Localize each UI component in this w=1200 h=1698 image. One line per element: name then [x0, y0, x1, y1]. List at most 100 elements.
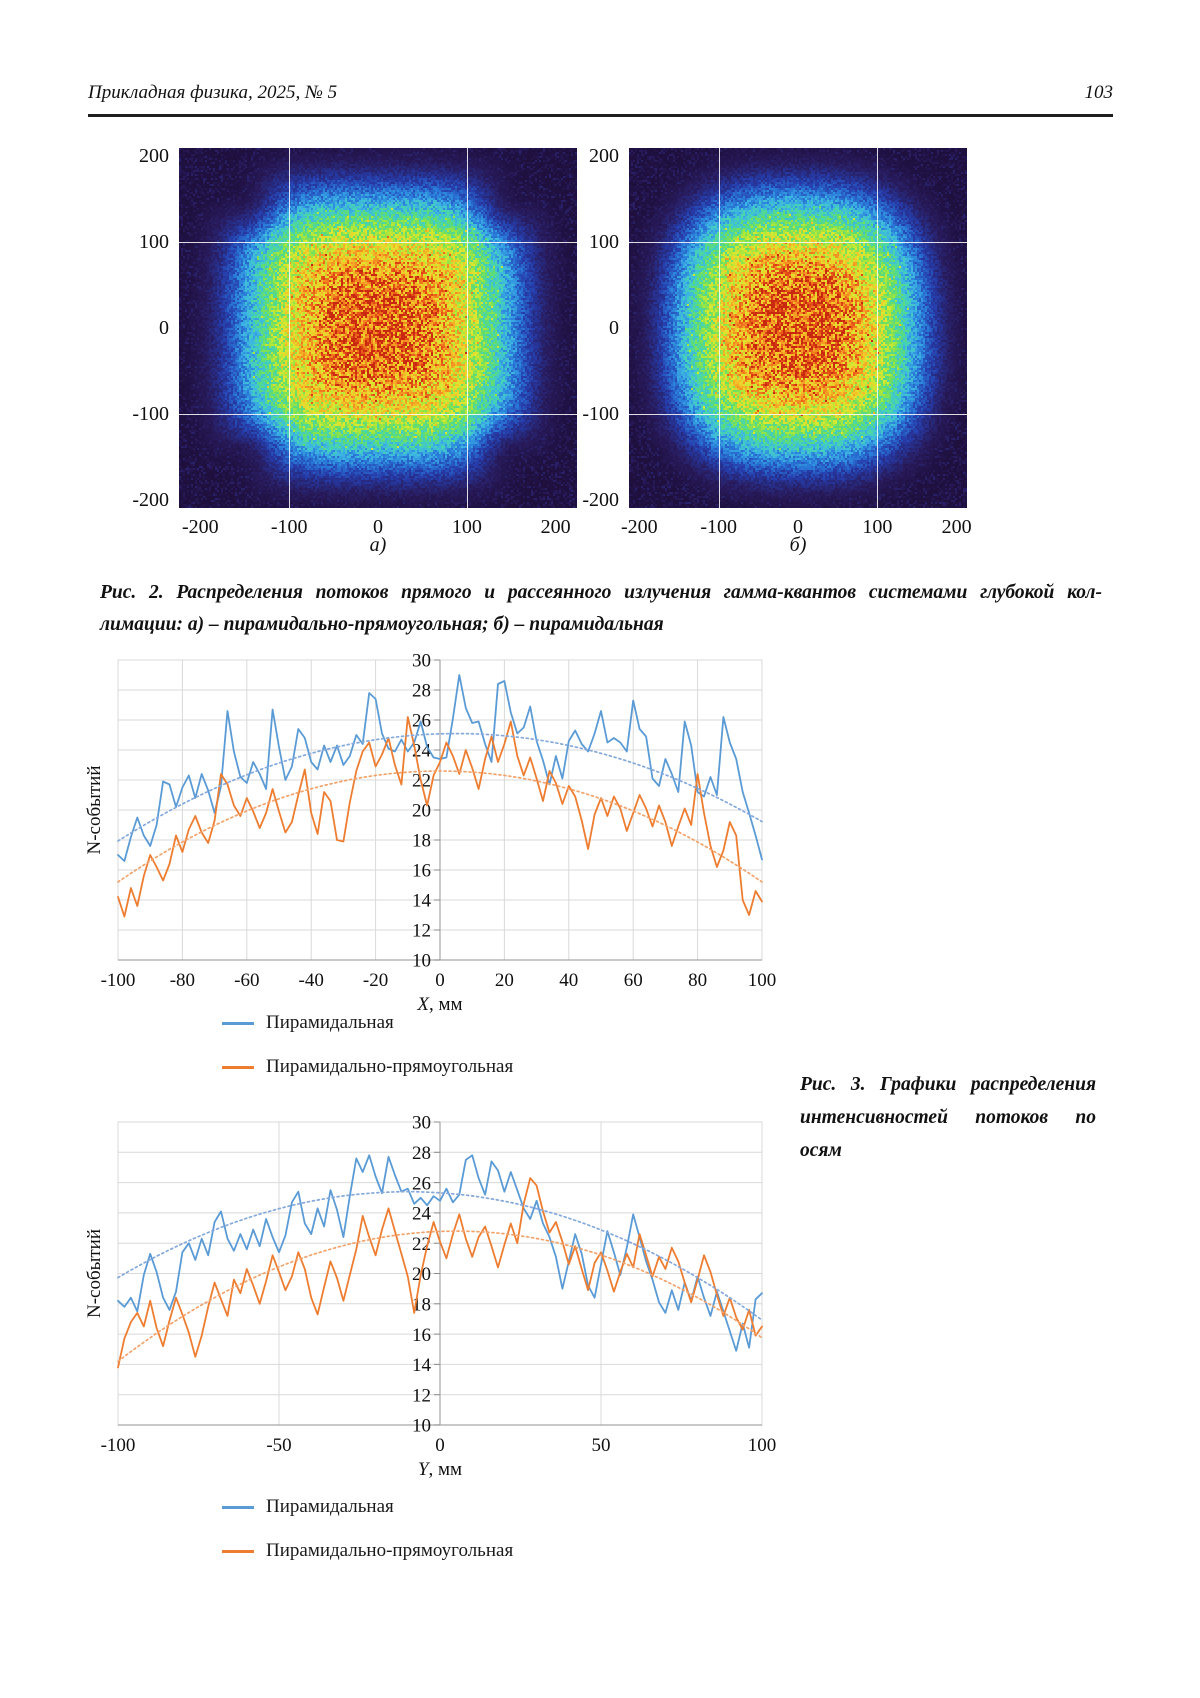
- profile-y-y-tick-label: 26: [412, 1173, 431, 1194]
- profile-x-y-tick-label: 28: [412, 681, 431, 702]
- heatmap-a-x-tick-label: 100: [451, 516, 482, 538]
- profile-y-chart: 30 28 26 24 22 20 18 16 14 12 10 -100 -50 0 50 100 Y, мм…: [84, 1113, 776, 1480]
- profile-x-plot-border: [117, 659, 763, 961]
- profile-x-x-tick-label: 60: [624, 970, 643, 991]
- heatmap-a-y-tick-label: -100: [132, 403, 169, 426]
- figure-3-caption-line-1: Рис. 3. Графики распределения: [800, 1074, 1096, 1095]
- legend-line-swatch: [222, 1021, 254, 1025]
- profile-y-legend-item: Пирамидальная: [222, 1496, 394, 1518]
- profile-x-x-tick-label: -100: [101, 970, 136, 991]
- page-number: 103: [1084, 82, 1114, 103]
- heatmap-b-x-tick-label: 100: [862, 516, 893, 538]
- heatmap-b-y-tick-label: 0: [609, 317, 619, 339]
- heatmap-b-x-tick-label: 0: [793, 516, 803, 538]
- profile-x-legend-item: Пирамидальная: [222, 1012, 394, 1034]
- heatmap-a-x-tick-label: 0: [373, 516, 383, 538]
- profile-x-x-tick-label: -20: [363, 970, 388, 991]
- profile-y-x-axis-title: Y, мм: [418, 1459, 462, 1480]
- profile-x-x-tick-label: 0: [435, 970, 445, 991]
- profile-x-x-tick-label: 40: [559, 970, 578, 991]
- legend-label: Пирамидально-прямоугольная: [266, 1056, 514, 1077]
- profile-x-x-tick-label: -40: [299, 970, 324, 991]
- figure-2-caption: Рис. 2. Распределения потоков прямого и …: [100, 577, 1102, 641]
- profile-x-y-tick-label: 14: [412, 891, 432, 912]
- figure-3-caption-line-3: осям: [800, 1140, 842, 1161]
- heatmap-a-image: [179, 148, 577, 508]
- profile-x-series-trend: [117, 732, 763, 842]
- profile-x-y-tick-label: 22: [412, 771, 431, 792]
- profile-y-x-tick-label: -50: [266, 1435, 291, 1456]
- profile-y-legend-item: Пирамидально-прямоугольная: [222, 1540, 513, 1562]
- profile-x-x-tick-label: -60: [234, 970, 259, 991]
- heatmap-a-panel-label: а): [369, 534, 387, 556]
- heatmap-b-x-tick-label: 200: [941, 516, 972, 538]
- heatmap-b-image: [629, 148, 967, 508]
- figure-3-caption-line-2: интенсивностей потоков по: [800, 1107, 1096, 1128]
- heatmap-a-x-tick-label: 200: [540, 516, 571, 538]
- profile-x-chart: 30 28 26 24 22 20 18 16 14 12 10 -100 -80 -60 -40 -20 0 2…: [84, 651, 776, 1015]
- figure-2-caption-line-2: лимации: а) – пирамидально-прямоугольная…: [100, 614, 664, 635]
- profile-x-y-tick-label: 30: [412, 651, 431, 672]
- profile-y-x-tick-label: -100: [101, 1435, 136, 1456]
- header-rule: [88, 114, 1113, 117]
- profile-y-y-tick-label: 18: [412, 1294, 431, 1315]
- heatmap-b-gridline-v: [877, 148, 879, 508]
- heatmap-b-y-tick-label: -100: [582, 403, 619, 426]
- profile-x-y-axis-title: N-событий: [84, 765, 105, 854]
- profile-y-y-tick-label: 22: [412, 1234, 431, 1255]
- profile-y-series-line: [117, 1154, 763, 1352]
- profile-x-series-trend: [117, 770, 763, 883]
- profile-y-series-trend: [117, 1190, 763, 1321]
- journal-title: Прикладная физика, 2025, № 5: [88, 82, 338, 103]
- profile-x-y-tick-label: 10: [412, 951, 431, 972]
- heatmap-a-y-tick-label: 100: [139, 230, 169, 253]
- heatmap-b-x-tick-label: -100: [700, 516, 737, 538]
- profile-x-y-tick-label: 12: [412, 921, 431, 942]
- heatmap-a-gridline-h: [179, 414, 577, 416]
- profile-y-y-tick-label: 24: [412, 1204, 432, 1225]
- figure-3-caption: Рис. 3. Графики распределения интенсивно…: [800, 1068, 1096, 1167]
- profile-x-legend-item: Пирамидально-прямоугольная: [222, 1056, 513, 1078]
- heatmap-a-x-tick-label: -100: [270, 516, 308, 538]
- profile-y-y-tick-label: 28: [412, 1143, 431, 1164]
- profile-x-y-tick-label: 18: [412, 831, 431, 852]
- heatmap-a-y-tick-label: 200: [139, 144, 169, 167]
- heatmap-a-gridline-h: [179, 241, 577, 243]
- profile-x-x-tick-label: 100: [748, 970, 777, 991]
- profile-x-series-line: [117, 716, 763, 918]
- heatmap-b-gridline-h: [629, 414, 967, 416]
- heatmap-a-gridline-v: [466, 148, 468, 508]
- heatmap-a-y-tick-label: -200: [132, 489, 169, 512]
- profile-x-y-tick-label: 20: [412, 801, 431, 822]
- heatmap-b-panel-label: б): [789, 534, 807, 556]
- legend-line-swatch: [222, 1549, 254, 1553]
- heatmap-a-gridline-v: [289, 148, 291, 508]
- profile-y-series-line: [117, 1177, 763, 1369]
- heatmap-a-x-tick-label: -200: [181, 516, 219, 538]
- profile-x-y-tick-label: 26: [412, 711, 431, 732]
- profile-y-y-tick-label: 14: [412, 1355, 432, 1376]
- heatmap-b-gridline-v: [718, 148, 720, 508]
- legend-line-swatch: [222, 1505, 254, 1509]
- profile-y-y-tick-label: 30: [412, 1113, 431, 1134]
- profile-y-x-tick-label: 50: [592, 1435, 611, 1456]
- figure-2-caption-line-1: Рис. 2. Распределения потоков прямого и …: [100, 582, 1102, 603]
- heatmap-b-y-tick-label: -200: [582, 489, 619, 512]
- profile-y-y-tick-label: 12: [412, 1385, 431, 1406]
- heatmap-b-y-tick-label: 200: [589, 144, 619, 167]
- heatmap-b-gridline-h: [629, 241, 967, 243]
- profile-y-series-trend: [117, 1230, 763, 1363]
- profile-x-x-axis-title: X, мм: [416, 994, 462, 1015]
- profile-y-y-tick-label: 16: [412, 1325, 431, 1346]
- heatmap-a-y-tick-label: 0: [159, 317, 169, 339]
- legend-label: Пирамидальная: [266, 1496, 394, 1517]
- profile-y-y-axis-title: N-событий: [84, 1229, 105, 1318]
- heatmap-b-x-tick-label: -200: [620, 516, 658, 538]
- profile-x-x-tick-label: -80: [170, 970, 195, 991]
- legend-label: Пирамидальная: [266, 1012, 394, 1033]
- profile-y-plot-border: [117, 1121, 763, 1426]
- profile-x-series-line: [117, 674, 763, 862]
- profile-y-x-tick-label: 100: [748, 1435, 777, 1456]
- profile-y-x-tick-label: 0: [435, 1435, 445, 1456]
